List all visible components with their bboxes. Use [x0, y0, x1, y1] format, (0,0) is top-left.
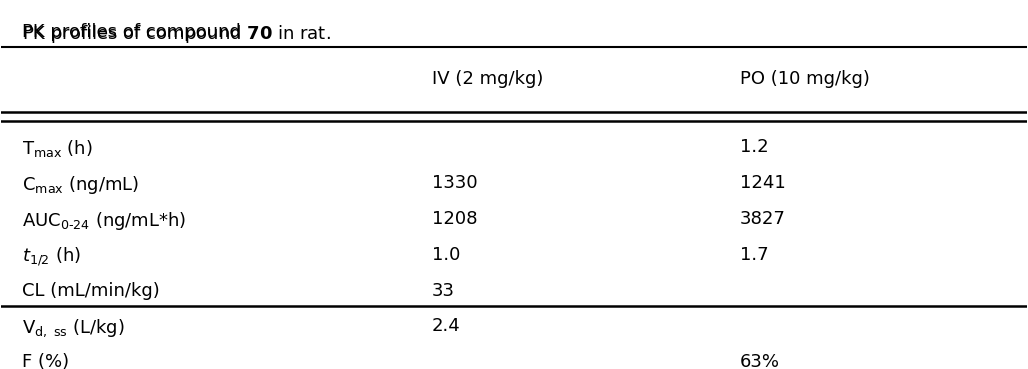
Text: 1330: 1330: [432, 174, 478, 192]
Text: PK profiles of compound: PK profiles of compound: [22, 23, 247, 41]
Text: 1.2: 1.2: [739, 138, 768, 156]
Text: 2.4: 2.4: [432, 317, 461, 335]
Text: CL (mL/min/kg): CL (mL/min/kg): [22, 282, 159, 300]
Text: $\mathrm{AUC_{0\text{-}24}}$ (ng/mL*h): $\mathrm{AUC_{0\text{-}24}}$ (ng/mL*h): [22, 210, 186, 232]
Text: 63%: 63%: [739, 353, 779, 369]
Text: 1241: 1241: [739, 174, 785, 192]
Text: 1208: 1208: [432, 210, 477, 228]
Text: 3827: 3827: [739, 210, 785, 228]
Text: PK profiles of compound $\mathbf{70}$ in rat.: PK profiles of compound $\mathbf{70}$ in…: [22, 23, 331, 45]
Text: $\mathrm{C_{max}}$ (ng/mL): $\mathrm{C_{max}}$ (ng/mL): [22, 174, 139, 196]
Text: PO (10 mg/kg): PO (10 mg/kg): [739, 70, 870, 88]
Text: $\mathrm{V_{d,\ ss}}$ (L/kg): $\mathrm{V_{d,\ ss}}$ (L/kg): [22, 317, 124, 339]
Text: 33: 33: [432, 282, 455, 300]
Text: $\mathrm{T_{max}}$ (h): $\mathrm{T_{max}}$ (h): [22, 138, 93, 159]
Text: F (%): F (%): [22, 353, 69, 369]
Text: 1.0: 1.0: [432, 246, 461, 264]
Text: IV (2 mg/kg): IV (2 mg/kg): [432, 70, 544, 88]
Text: $t_{1/2}$ (h): $t_{1/2}$ (h): [22, 246, 81, 268]
Text: 1.7: 1.7: [739, 246, 768, 264]
